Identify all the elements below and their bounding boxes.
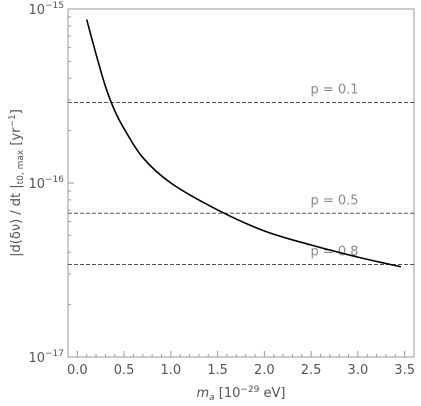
data-series: [85, 19, 402, 268]
plot-frame: [67, 8, 415, 358]
reference-line-label: p = 0.5: [310, 193, 358, 208]
x-tick-label: 0.5: [114, 363, 135, 378]
x-axis-label: ma [10−29 eV]: [196, 385, 285, 403]
y-axis-label: |d(δν) / dt |t0, max [yr−1]: [8, 109, 26, 257]
y-axis-ticks: 10−17 10−16 10−15: [28, 1, 74, 366]
x-tick-label: 3.0: [348, 363, 369, 378]
x-tick-label: 2.0: [254, 363, 275, 378]
reference-line-label: p = 0.1: [310, 83, 358, 98]
y-tick-label: 10−15: [28, 1, 64, 18]
x-tick-label: 1.0: [161, 363, 182, 378]
series-line: [85, 19, 402, 268]
x-tick-label: 3.5: [394, 363, 415, 378]
y-tick-label: 10−16: [28, 175, 64, 192]
x-axis-ticks: 0.0 0.5 1.0 1.5 2.0 2.5 3.0 3.5: [67, 351, 415, 378]
x-tick-label: 1.5: [207, 363, 228, 378]
x-tick-label: 2.5: [301, 363, 322, 378]
y-tick-label: 10−17: [28, 349, 64, 366]
reference-lines: p = 0.1p = 0.5p = 0.8: [68, 83, 414, 266]
x-tick-label: 0.0: [67, 363, 88, 378]
